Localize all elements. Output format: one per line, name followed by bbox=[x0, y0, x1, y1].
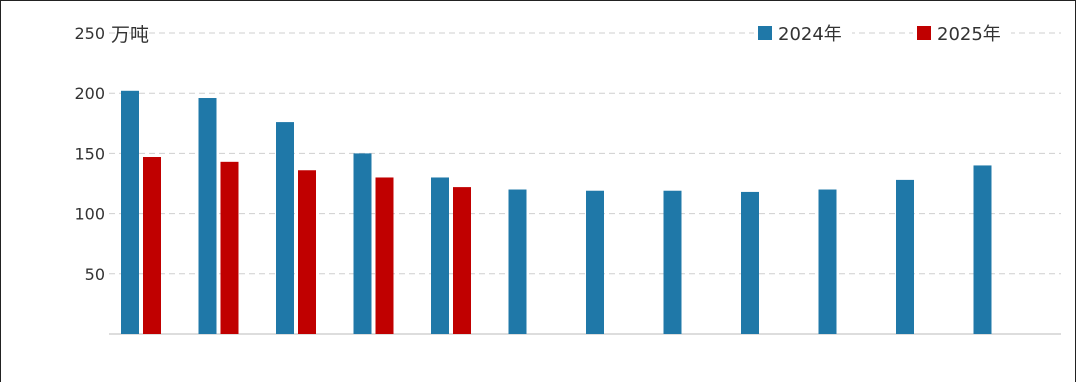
bar-2024年-4 bbox=[353, 153, 372, 334]
bar-2024年-7 bbox=[586, 190, 604, 334]
bar-2024年-2 bbox=[198, 98, 217, 335]
legend-swatch-1 bbox=[758, 26, 772, 40]
bar-2024年-8 bbox=[663, 190, 682, 334]
bar-2025年-3 bbox=[298, 170, 316, 334]
y-tick-label-50: 50 bbox=[85, 265, 105, 284]
bar-2024年-9 bbox=[741, 191, 759, 334]
gridlines bbox=[109, 32, 1061, 335]
bar-2024年-3 bbox=[276, 122, 294, 334]
bar-2024年-1 bbox=[121, 90, 139, 335]
bar-2025年-2 bbox=[220, 161, 239, 334]
bar-2025年-4 bbox=[375, 177, 394, 334]
y-axis-unit-label: 万吨 bbox=[111, 24, 149, 46]
bar-2024年-6 bbox=[508, 189, 527, 334]
legend-swatch-2 bbox=[917, 26, 931, 40]
legend-label-2: 2025年 bbox=[937, 24, 1001, 45]
legend: 2024年 2025年 bbox=[754, 19, 1011, 47]
legend-label-1: 2024年 bbox=[778, 24, 842, 45]
bar-2025年-1 bbox=[143, 157, 161, 334]
bar-2024年-5 bbox=[431, 177, 449, 334]
bar-2025年-5 bbox=[453, 187, 471, 334]
bar-2024年-11 bbox=[896, 179, 914, 334]
y-tick-label-150: 150 bbox=[74, 144, 105, 163]
y-tick-label-250: 250 bbox=[74, 24, 105, 43]
bar-series bbox=[121, 90, 992, 335]
bar-2024年-10 bbox=[818, 189, 837, 334]
y-tick-label-200: 200 bbox=[74, 84, 105, 103]
y-tick-label-100: 100 bbox=[74, 205, 105, 224]
y-axis: 50 100 150 200 250 bbox=[74, 24, 105, 284]
bar-2024年-12 bbox=[973, 165, 992, 334]
